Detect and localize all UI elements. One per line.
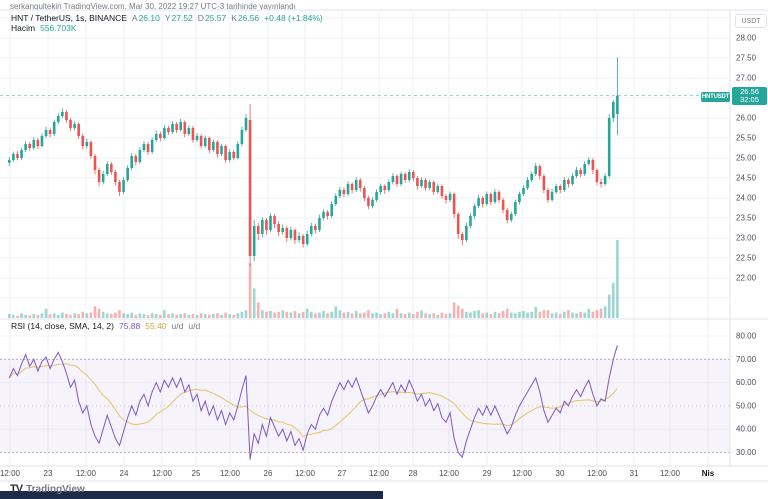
rsi-value: 75.88 — [118, 321, 141, 331]
svg-text:12:00: 12:00 — [512, 469, 533, 478]
svg-text:12:00: 12:00 — [660, 469, 681, 478]
svg-text:12:00: 12:00 — [76, 469, 97, 478]
open-value: 26.10 — [138, 13, 160, 23]
svg-text:27.50: 27.50 — [736, 54, 757, 63]
svg-text:40.00: 40.00 — [736, 425, 757, 434]
volume-label: Hacim — [11, 23, 36, 33]
low-value: 25.57 — [204, 13, 227, 23]
rsi-extra-2: u/d — [188, 321, 201, 331]
svg-text:25.00: 25.00 — [736, 154, 757, 163]
currency-unit-button[interactable]: USDT — [735, 14, 767, 28]
svg-text:22.00: 22.00 — [736, 274, 757, 283]
last-price-badge: 26.56 32:05 — [732, 87, 767, 105]
svg-text:30: 30 — [556, 469, 565, 478]
high-label: Y — [164, 13, 171, 23]
svg-text:12:00: 12:00 — [0, 469, 21, 478]
svg-text:25: 25 — [192, 469, 201, 478]
tradingview-logo[interactable]: TV TradingView — [10, 483, 85, 495]
rsi-extra-1: u/d — [171, 321, 184, 331]
svg-text:31: 31 — [630, 469, 639, 478]
svg-text:50.00: 50.00 — [736, 401, 757, 410]
svg-text:26.00: 26.00 — [736, 114, 757, 123]
tradingview-logo-icon: TV — [10, 483, 23, 495]
change-value: +0.48 (+1.84%) — [264, 13, 323, 23]
published-attribution: serkangultekin TradingView.com, Mar 30, … — [10, 2, 296, 11]
svg-text:12:00: 12:00 — [439, 469, 460, 478]
svg-text:22.50: 22.50 — [736, 254, 757, 263]
rsi-title: RSI (14, close, SMA, 14, 2) — [11, 321, 114, 331]
svg-text:25.50: 25.50 — [736, 134, 757, 143]
svg-text:24: 24 — [120, 469, 129, 478]
volume-legend[interactable]: Hacim 556.703K — [11, 23, 77, 33]
svg-text:23.00: 23.00 — [736, 234, 757, 243]
svg-text:23.50: 23.50 — [736, 214, 757, 223]
svg-text:28.00: 28.00 — [736, 34, 757, 43]
svg-text:30.00: 30.00 — [736, 448, 757, 457]
svg-text:24.00: 24.00 — [736, 194, 757, 203]
high-value: 27.52 — [171, 13, 193, 23]
svg-text:60.00: 60.00 — [736, 378, 757, 387]
svg-text:12:00: 12:00 — [295, 469, 316, 478]
svg-text:80.00: 80.00 — [736, 332, 757, 341]
svg-text:12:00: 12:00 — [369, 469, 390, 478]
svg-text:23: 23 — [44, 469, 53, 478]
symbol-legend[interactable]: HNT / TetherUS, 1s, BINANCE A 26.10 Y 27.5… — [11, 13, 323, 23]
volume-value: 556.703K — [40, 23, 77, 33]
close-label: K — [231, 13, 237, 23]
svg-text:70.00: 70.00 — [736, 355, 757, 364]
rsi-legend[interactable]: RSI (14, close, SMA, 14, 2) 75.88 55.40 … — [11, 321, 200, 331]
svg-text:28: 28 — [409, 469, 418, 478]
rsi-ma-value: 55.40 — [145, 321, 167, 331]
svg-text:24.50: 24.50 — [736, 174, 757, 183]
svg-text:12:00: 12:00 — [587, 469, 608, 478]
svg-text:26: 26 — [264, 469, 273, 478]
low-label: D — [197, 13, 204, 23]
last-price: 26.56 — [740, 86, 759, 96]
svg-text:12:00: 12:00 — [220, 469, 241, 478]
svg-text:29: 29 — [483, 469, 492, 478]
close-value: 26.56 — [237, 13, 260, 23]
bottom-bar — [0, 491, 383, 499]
symbol-title: HNT / TetherUS, 1s, BINANCE — [11, 13, 127, 23]
bar-countdown: 32:05 — [740, 95, 759, 104]
svg-text:Nis: Nis — [702, 469, 715, 478]
svg-text:27.00: 27.00 — [736, 74, 757, 83]
svg-text:27: 27 — [338, 469, 347, 478]
symbol-price-badge: HNTUSDT — [701, 92, 730, 102]
tradingview-wordmark: TradingView — [26, 483, 85, 495]
open-label: A — [131, 13, 138, 23]
svg-text:12:00: 12:00 — [152, 469, 173, 478]
